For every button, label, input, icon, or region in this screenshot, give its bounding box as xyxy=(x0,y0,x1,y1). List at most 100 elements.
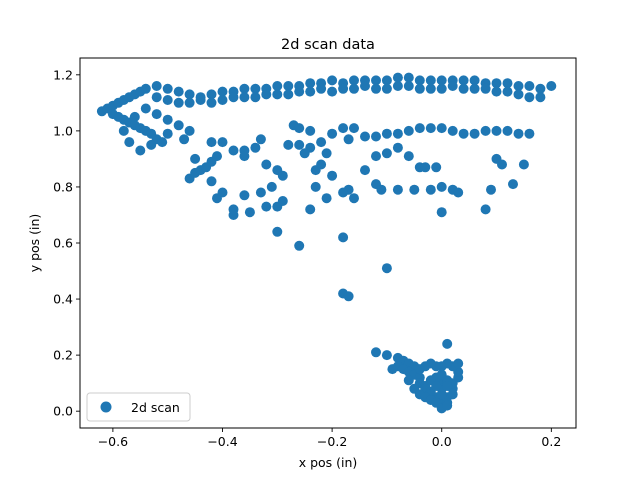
scatter-point xyxy=(206,89,217,100)
x-tick-label: 0.0 xyxy=(432,434,452,449)
scatter-point xyxy=(294,139,305,150)
scatter-point xyxy=(403,125,414,136)
scatter-point xyxy=(184,97,195,108)
scatter-point xyxy=(162,83,173,94)
scatter-point xyxy=(206,176,217,187)
scatter-point xyxy=(162,114,173,125)
scatter-point xyxy=(392,184,403,195)
scatter-point xyxy=(261,159,272,170)
scatter-point xyxy=(157,137,168,148)
scatter-point xyxy=(497,159,507,170)
scatter-point xyxy=(403,375,414,386)
scatter-point xyxy=(327,86,338,97)
data-points xyxy=(96,72,557,414)
scatter-point xyxy=(338,83,349,94)
scatter-point xyxy=(327,170,338,181)
y-axis-label: y pos (in) xyxy=(27,214,42,273)
scatter-point xyxy=(217,86,228,97)
scatter-point xyxy=(316,83,327,94)
scatter-point xyxy=(371,75,381,86)
scatter-point xyxy=(524,81,535,91)
scatter-point xyxy=(431,162,442,173)
scatter-point xyxy=(173,86,184,97)
scatter-point xyxy=(371,131,381,142)
plot-area-frame xyxy=(79,57,577,429)
scatter-point xyxy=(491,86,502,97)
legend-marker xyxy=(100,401,112,413)
scatter-point xyxy=(327,128,338,139)
scatter-point xyxy=(349,83,359,94)
scatter-point xyxy=(436,181,447,192)
x-tick-label: −0.6 xyxy=(98,434,128,449)
scatter-point xyxy=(316,159,327,170)
scatter-point xyxy=(294,123,305,134)
scatter-point xyxy=(414,75,425,86)
scatter-point xyxy=(250,83,261,94)
scatter-point xyxy=(305,204,316,215)
scatter-point xyxy=(261,89,272,100)
scatter-point xyxy=(436,369,447,380)
scatter-point xyxy=(343,291,354,302)
scatter-point xyxy=(458,75,469,86)
scatter-point xyxy=(338,123,349,134)
scatter-point xyxy=(321,193,332,204)
scatter-point xyxy=(513,128,524,139)
scatter-point xyxy=(524,128,535,139)
scatter-point xyxy=(409,184,420,195)
scatter-point xyxy=(469,75,480,86)
scatter-point xyxy=(371,83,381,94)
scatter-point xyxy=(272,81,283,91)
scatter-point xyxy=(349,123,359,134)
scatter-point xyxy=(151,81,162,91)
scatter-point xyxy=(327,75,338,86)
scatter-point xyxy=(195,95,206,105)
legend: 2d scan xyxy=(86,392,191,422)
scatter-point xyxy=(381,75,392,86)
scatter-point xyxy=(425,123,436,134)
scatter-point xyxy=(124,137,135,148)
scatter-point xyxy=(146,139,157,150)
scatter-point xyxy=(173,120,184,131)
scatter-point xyxy=(502,78,513,89)
scatter-point xyxy=(294,240,305,251)
scatter-point xyxy=(250,92,261,103)
scatter-point xyxy=(376,184,387,195)
scatter-point xyxy=(217,187,228,198)
scatter-point xyxy=(360,165,370,176)
scatter-point xyxy=(480,204,491,215)
scatter-point xyxy=(129,111,140,122)
scatter-point xyxy=(228,204,239,215)
scatter-point xyxy=(255,134,266,145)
scatter-point xyxy=(179,134,190,145)
scatter-point xyxy=(403,81,414,91)
scatter-point xyxy=(228,92,239,103)
scatter-point xyxy=(392,142,403,153)
scatter-point xyxy=(239,190,250,201)
y-tick-label: 0.6 xyxy=(53,236,73,251)
scatter-point xyxy=(524,92,535,103)
scatter-point xyxy=(190,153,201,164)
scatter-point xyxy=(206,137,217,148)
y-tick-label: 1.2 xyxy=(53,67,73,82)
scatter-point xyxy=(349,75,359,86)
scatter-point xyxy=(118,125,129,136)
scatter-point xyxy=(360,131,370,142)
scatter-point xyxy=(535,83,546,94)
scatter-point xyxy=(255,187,266,198)
scatter-point xyxy=(513,89,524,100)
scatter-point xyxy=(387,364,398,375)
scatter-point xyxy=(414,123,425,134)
scatter-point xyxy=(338,187,349,198)
scatter-point xyxy=(140,83,151,94)
scatter-point xyxy=(453,358,464,369)
x-tick-label: −0.4 xyxy=(207,434,237,449)
y-tick-label: 1.0 xyxy=(53,123,73,138)
scatter-point xyxy=(305,142,316,153)
legend-box xyxy=(86,392,191,422)
y-tick-label: 0.2 xyxy=(53,348,73,363)
scatter-point xyxy=(431,381,442,391)
scatter-point xyxy=(283,89,294,100)
scatter-point xyxy=(239,83,250,94)
y-tick-label: 0.8 xyxy=(53,179,73,194)
